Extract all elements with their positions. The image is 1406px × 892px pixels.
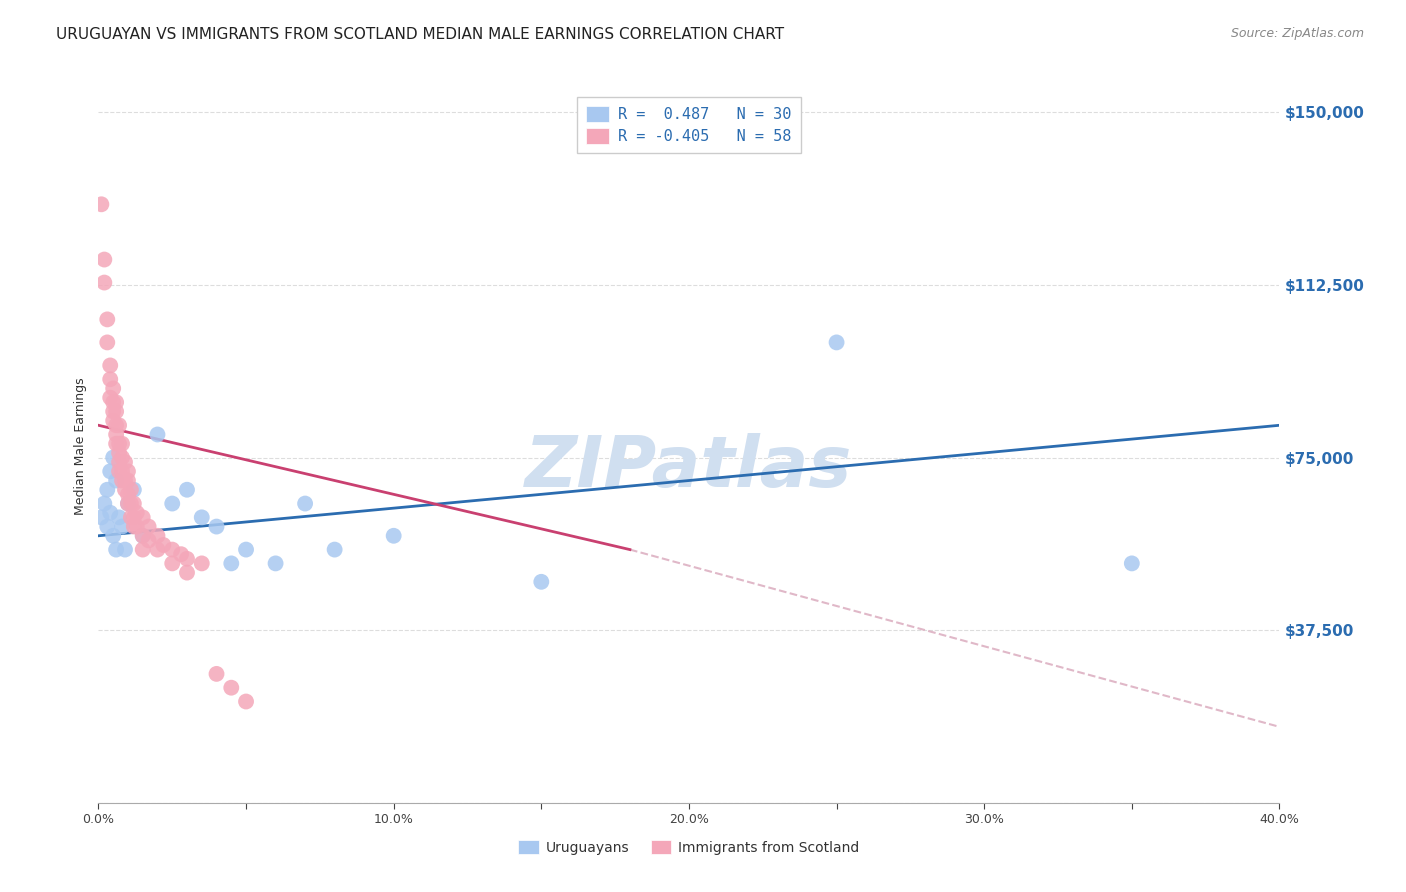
Point [146,427,169,442]
Point [191,510,214,524]
Point [105,404,128,418]
Point [108,446,131,460]
Point [530,574,553,589]
Point [132,529,155,543]
Point [105,395,128,409]
Point [125,519,148,533]
Point [114,483,136,497]
Point [117,487,139,501]
Point [111,474,134,488]
Point [96,312,118,326]
Point [125,506,148,520]
Point [103,450,125,465]
Point [176,483,198,497]
Point [98,359,121,373]
Point [114,542,136,557]
Point [1121,557,1143,571]
Point [111,450,134,465]
Point [176,551,198,566]
Point [176,566,198,580]
Point [132,542,155,557]
Text: Source: ZipAtlas.com: Source: ZipAtlas.com [1230,27,1364,40]
Point [105,474,128,488]
Point [108,418,131,433]
Point [122,483,145,497]
Point [120,497,142,511]
Point [108,436,131,450]
Point [235,542,257,557]
Point [93,497,115,511]
Point [96,483,118,497]
Point [205,519,228,533]
Point [146,529,169,543]
Point [152,538,174,552]
Point [162,557,183,571]
Point [122,510,145,524]
Point [105,427,128,442]
Point [93,276,115,290]
Point [191,557,214,571]
Point [105,542,128,557]
Point [103,395,125,409]
Text: URUGUAYAN VS IMMIGRANTS FROM SCOTLAND MEDIAN MALE EARNINGS CORRELATION CHART: URUGUAYAN VS IMMIGRANTS FROM SCOTLAND ME… [56,27,785,42]
Point [205,666,228,681]
Point [98,391,121,405]
Point [103,404,125,418]
Point [382,529,405,543]
Point [132,510,155,524]
Point [114,474,136,488]
Point [103,381,125,395]
Point [132,529,155,543]
Point [221,557,243,571]
Point [111,519,134,533]
Point [117,474,139,488]
Point [98,506,121,520]
Point [235,694,257,708]
Point [111,436,134,450]
Point [96,519,118,533]
Point [323,542,346,557]
Point [117,497,139,511]
Point [108,464,131,478]
Point [111,464,134,478]
Point [120,510,142,524]
Point [120,483,142,497]
Point [105,436,128,450]
Point [108,510,131,524]
Point [122,497,145,511]
Point [117,464,139,478]
Point [825,335,848,350]
Point [138,519,160,533]
Point [162,497,183,511]
Point [122,519,145,533]
Legend: Uruguayans, Immigrants from Scotland: Uruguayans, Immigrants from Scotland [513,834,865,860]
Point [146,542,169,557]
Point [117,497,139,511]
Point [103,414,125,428]
Y-axis label: Median Male Earnings: Median Male Earnings [75,377,87,515]
Point [294,497,316,511]
Text: ZIPatlas: ZIPatlas [526,433,852,502]
Point [98,464,121,478]
Point [103,529,125,543]
Point [221,681,243,695]
Point [138,533,160,548]
Point [162,542,183,557]
Point [170,547,193,561]
Point [93,252,115,267]
Point [96,335,118,350]
Point [98,372,121,386]
Point [108,455,131,469]
Point [90,197,112,211]
Point [264,557,287,571]
Point [105,418,128,433]
Point [114,455,136,469]
Point [90,510,112,524]
